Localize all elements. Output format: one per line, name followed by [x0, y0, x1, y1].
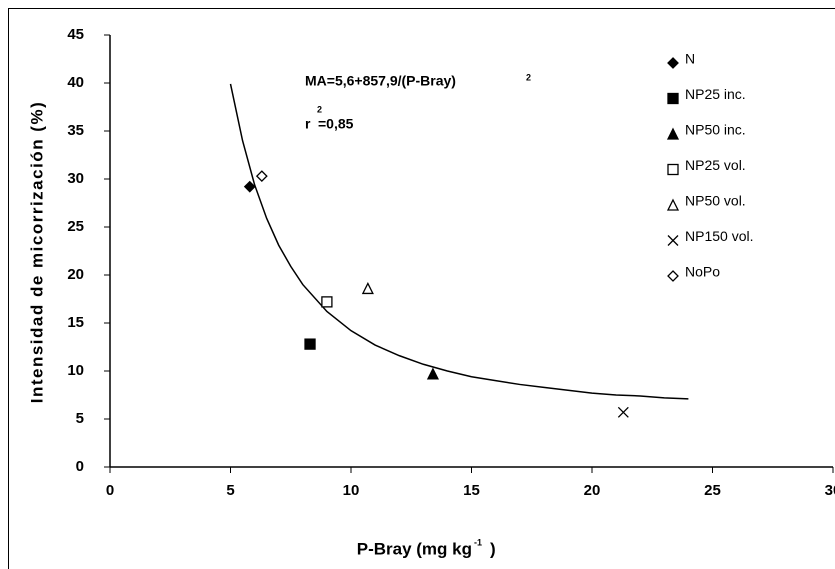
legend-label: N: [685, 51, 695, 67]
point: [243, 180, 256, 193]
y-tick-label: 0: [76, 458, 84, 475]
point: [617, 406, 629, 418]
x-tick-label: 5: [226, 482, 234, 499]
y-tick-label: 20: [67, 266, 84, 283]
legend-label: NP150 vol.: [685, 228, 753, 244]
point: [321, 296, 333, 308]
x-tick-label: 10: [343, 482, 360, 499]
x-axis-title-end: ): [490, 539, 496, 558]
x-axis-title: P-Bray (mg kg: [357, 539, 472, 558]
y-axis-title: Intensidad de micorrización (%): [27, 101, 46, 404]
legend-marker: [667, 270, 679, 282]
legend-label: NP25 inc.: [685, 86, 746, 102]
x-axis-title-sup: -1: [474, 537, 482, 547]
x-tick-label: 20: [584, 482, 601, 499]
r-label: r: [305, 116, 311, 132]
legend-marker: [667, 57, 679, 69]
legend-label: NP50 inc.: [685, 122, 746, 138]
y-tick-label: 5: [76, 410, 84, 427]
frame: [8, 8, 835, 569]
point: [255, 170, 268, 183]
r-value: =0,85: [318, 116, 354, 132]
point: [361, 281, 374, 295]
legend-label: NP50 vol.: [685, 193, 746, 209]
legend-marker: [666, 127, 680, 140]
fit-line: [229, 83, 689, 400]
legend-marker: [666, 198, 680, 211]
y-tick-label: 40: [67, 74, 84, 91]
point: [426, 367, 439, 380]
r-sup: 2: [317, 104, 322, 114]
legend-marker: [667, 235, 679, 246]
y-tick-label: 35: [67, 122, 84, 139]
y-tick-label: 45: [67, 26, 84, 43]
y-tick-label: 10: [67, 362, 84, 379]
legend-label: NP25 vol.: [685, 157, 746, 173]
point: [304, 338, 316, 350]
x-tick-label: 25: [704, 482, 721, 499]
equation: MA=5,6+857,9/(P-Bray): [305, 73, 456, 89]
y-tick-label: 30: [67, 170, 84, 187]
legend-marker: [667, 92, 679, 105]
x-tick-label: 30: [825, 482, 835, 499]
legend-marker: [667, 163, 679, 176]
legend-label: NoPo: [685, 264, 720, 280]
x-tick-label: 15: [463, 482, 480, 499]
equation-sup: 2: [526, 72, 531, 82]
y-tick-label: 15: [67, 314, 84, 331]
x-tick-label: 0: [106, 482, 114, 499]
y-tick-label: 25: [67, 218, 84, 235]
